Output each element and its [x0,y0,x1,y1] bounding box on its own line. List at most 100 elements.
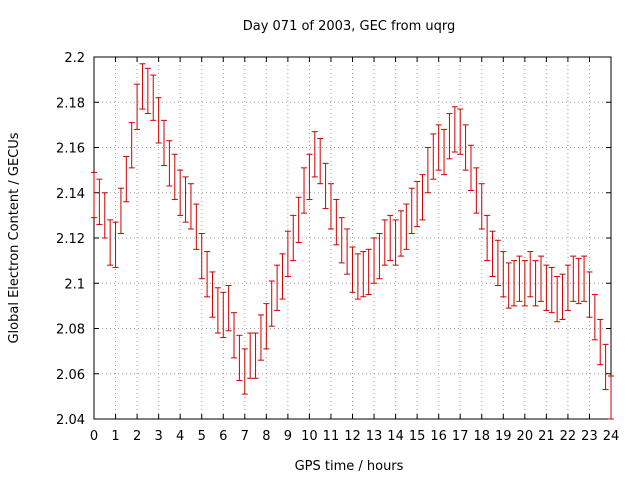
error-bar-point [521,260,528,307]
grid [94,57,611,419]
error-bar-point [327,183,334,230]
error-bar-point [187,183,194,230]
x-tick-label: 12 [344,429,361,444]
x-tick-label: 19 [495,429,512,444]
error-bar-point [511,260,518,307]
error-bar-point [128,122,135,169]
error-bar-point [484,214,491,262]
error-bar-point [161,119,168,167]
error-bar-point [581,255,588,302]
x-tick-label: 2 [133,429,141,444]
error-bar-point [252,332,259,379]
error-bar-point [387,214,394,262]
y-tick-label: 2.14 [56,187,85,202]
y-tick-label: 2.04 [56,413,85,428]
error-bar-point [338,217,345,264]
x-tick-label: 15 [409,429,426,444]
x-tick-label: 24 [603,429,620,444]
error-bar-point [371,237,378,284]
error-bar-point [150,74,157,121]
error-bar-point [543,264,550,311]
error-bar-point [467,144,474,191]
data-series [91,63,614,420]
error-bar-point [376,232,383,280]
x-tick-label: 10 [301,429,318,444]
error-bar-point [446,113,453,160]
error-bar-point [279,253,286,300]
error-bar-point [554,275,561,323]
error-bar-point [537,255,544,302]
y-tick-label: 2.12 [56,232,85,247]
error-bar-point [268,280,275,327]
error-bar-point [209,271,216,318]
error-bar-point [306,153,313,201]
error-bar-point [317,137,324,185]
error-bar-point [381,219,388,266]
error-bar-point [182,176,189,223]
error-bar-point [602,343,609,391]
error-bar-point [193,203,200,250]
error-bar-point [516,255,523,302]
error-bar-point [403,203,410,250]
error-bar-point [123,156,130,203]
error-bar-point [414,180,421,228]
error-bar-point [397,210,404,257]
error-bar-point [564,264,571,311]
error-bar-point [586,271,593,318]
error-bar-point [155,97,162,144]
error-bar-point [134,83,141,130]
error-bar-point [247,332,254,379]
x-tick-label: 3 [154,429,162,444]
x-tick-label: 11 [323,429,340,444]
error-bar-point [311,131,318,178]
x-tick-label: 9 [284,429,292,444]
x-tick-label: 7 [241,429,249,444]
x-tick-label: 4 [176,429,184,444]
error-bar-point [532,260,539,307]
axis-ticks: 0 1 2 3 4 5 6 7 8 9 10 11 12 13 14 15 16 17 18 19 20 21 22 23 24… [56,51,619,444]
error-bar-point [204,251,211,298]
error-bar-point [473,167,480,214]
error-bar-point [435,124,442,171]
y-tick-label: 2.18 [56,96,85,111]
error-bar-point [591,294,598,341]
error-bar-point [231,312,238,359]
error-bar-point [166,140,173,187]
error-bar-point [548,266,555,314]
y-tick-label: 2.06 [56,368,85,383]
x-tick-label: 23 [581,429,598,444]
error-bar-point [295,196,302,244]
error-bar-point [451,106,458,153]
error-bar-point [274,264,281,311]
error-bar-point [462,124,469,171]
x-tick-label: 22 [560,429,577,444]
error-bar-point [177,169,184,216]
error-bar-point [214,287,221,334]
error-bar-point [144,67,151,115]
error-bar-point [424,147,431,194]
x-tick-label: 21 [538,429,555,444]
error-bar-point [608,375,614,420]
error-bar-point [489,230,496,277]
error-bar-point [457,108,464,155]
error-bar-point [333,199,340,246]
error-bar-point [322,162,329,210]
error-bar-point [354,253,361,300]
y-tick-label: 2.1 [64,277,85,292]
error-bar-point [198,232,205,280]
y-tick-label: 2.16 [56,142,85,157]
x-tick-label: 5 [198,429,206,444]
error-bar-point [505,262,512,309]
error-bar-point [171,153,178,201]
error-bar-point [112,221,119,268]
error-bar-point [290,214,297,262]
x-tick-label: 6 [219,429,227,444]
error-bar-point [344,228,351,275]
error-bar-point [284,230,291,277]
error-bar-point [236,334,243,382]
error-bar-point [263,303,270,350]
error-bar-point [408,187,415,234]
error-bar-point [301,167,308,214]
error-bar-point [430,133,437,180]
